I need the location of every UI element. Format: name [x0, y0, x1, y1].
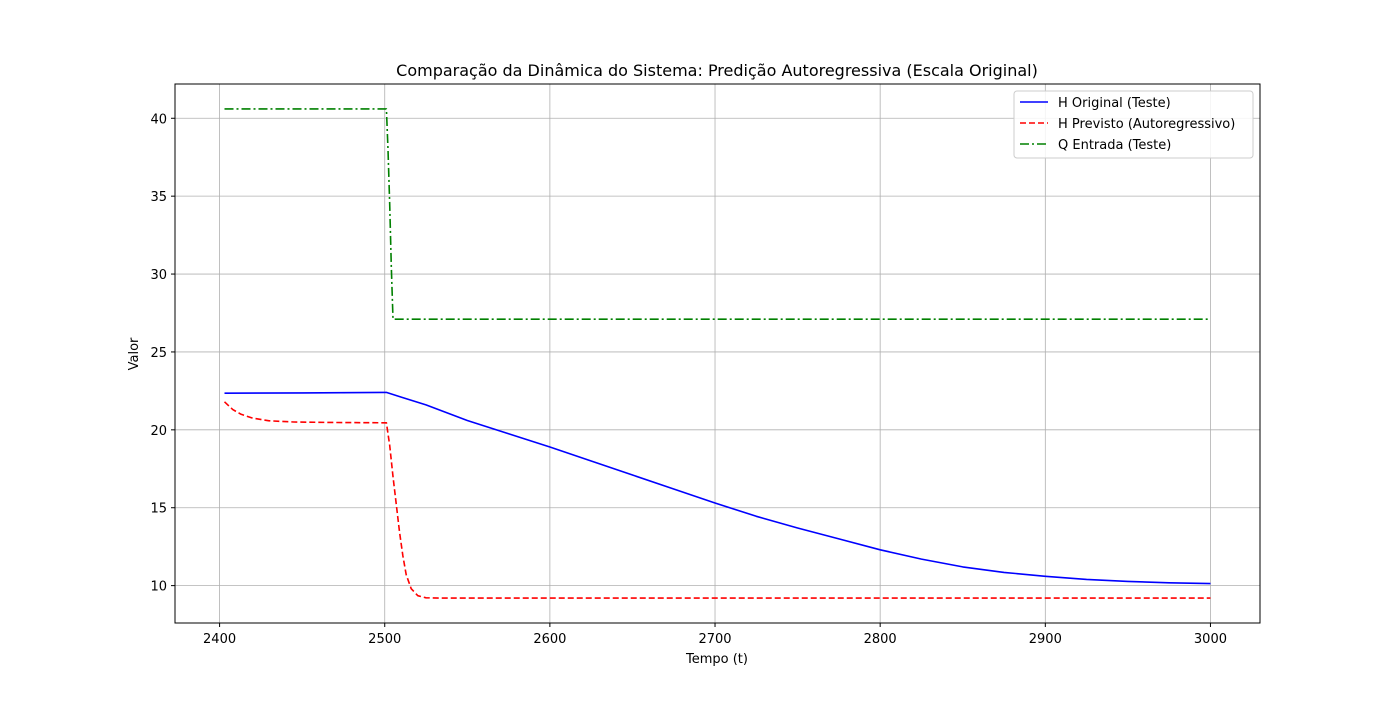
- y-axis-label: Valor: [127, 337, 142, 370]
- chart-title: Comparação da Dinâmica do Sistema: Predi…: [396, 61, 1038, 80]
- series-line-3: [224, 108, 1211, 321]
- legend: H Original (Teste) H Previsto (Autoregres…: [1013, 90, 1254, 159]
- x-tick-label: 2900: [1029, 632, 1062, 647]
- legend-entry: H Previsto (Autoregressivo): [1058, 117, 1235, 132]
- y-tick-label: 35: [150, 190, 167, 205]
- x-tick-label: 2500: [368, 632, 401, 647]
- x-tick-label: 2600: [533, 632, 566, 647]
- plot-area-frame: [174, 83, 1261, 624]
- y-tick-label: 10: [150, 580, 167, 595]
- y-tick-label: 40: [150, 112, 167, 127]
- legend-entry: H Original (Teste): [1058, 96, 1171, 111]
- grid-lines: [175, 84, 1260, 623]
- legend-entry: Q Entrada (Teste): [1058, 138, 1171, 153]
- x-tick-label: 3000: [1194, 632, 1227, 647]
- legend-box: [1013, 90, 1254, 159]
- x-tick-label: 2800: [864, 632, 897, 647]
- axis-ticks: 2400 2500 2600 2700 2800 2900 3000 10 15 20 25 30 35…: [150, 112, 1227, 647]
- series-line-2: [223, 401, 1211, 599]
- y-tick-label: 20: [150, 424, 167, 439]
- series-line-1: [224, 391, 1211, 585]
- x-axis-label: Tempo (t): [685, 652, 748, 667]
- y-tick-label: 30: [150, 268, 167, 283]
- x-tick-label: 2700: [698, 632, 731, 647]
- series-lines: [223, 108, 1211, 599]
- y-tick-label: 25: [150, 346, 167, 361]
- y-tick-label: 15: [150, 502, 167, 517]
- x-tick-label: 2400: [203, 632, 236, 647]
